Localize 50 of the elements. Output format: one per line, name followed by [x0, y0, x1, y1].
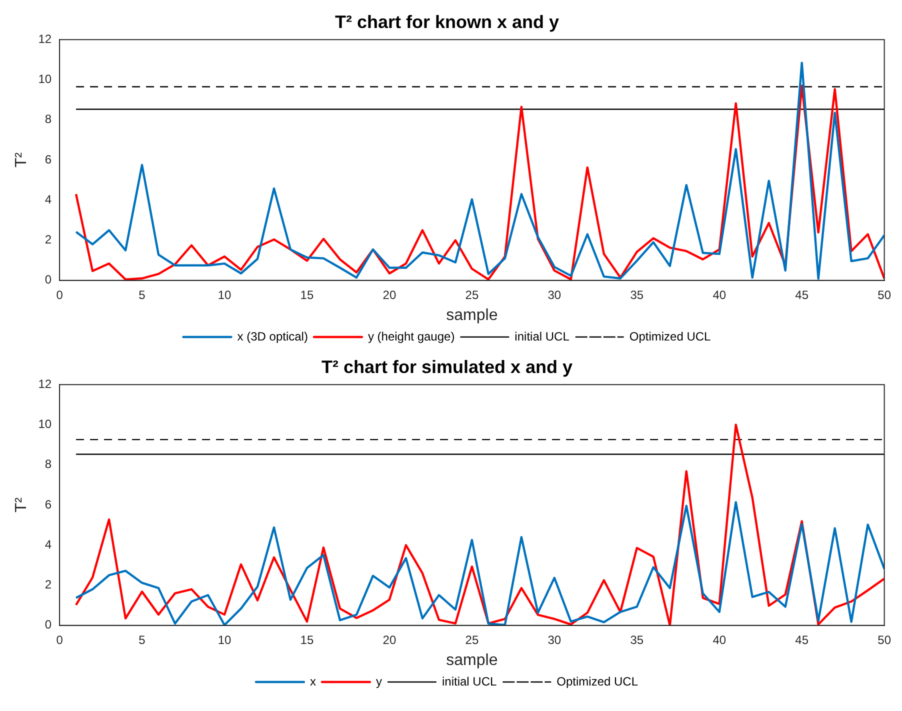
legend-label: y (height gauge) [368, 329, 455, 344]
x-axis-title: sample [446, 306, 498, 324]
y-tick-label: 6 [44, 152, 52, 166]
x-tick-label: 50 [878, 288, 892, 302]
x-tick-label: 20 [382, 632, 396, 647]
x-tick-label: 35 [630, 632, 644, 647]
legend-label: x (3D optical) [237, 329, 308, 344]
x-tick-label: 40 [712, 288, 726, 302]
y-axis-title: T² [13, 496, 30, 513]
legend-label: Optimized UCL [629, 329, 712, 344]
legend-label: y [376, 674, 382, 688]
y-tick-label: 2 [44, 232, 52, 247]
y-tick-label: 10 [38, 72, 52, 86]
x-tick-label: 0 [56, 632, 64, 647]
x-tick-label: 25 [465, 632, 479, 647]
y-tick-label: 4 [44, 537, 52, 552]
y-tick-label: 12 [38, 32, 52, 46]
y-axis-title: T² [13, 152, 30, 168]
x-tick-label: 45 [795, 288, 809, 302]
x-tick-label: 50 [878, 632, 892, 647]
x-tick-label: 45 [795, 632, 809, 647]
y-tick-label: 2 [44, 578, 52, 592]
y-tick-label: 12 [38, 376, 52, 391]
x-tick-label: 5 [138, 632, 146, 647]
x-tick-label: 20 [382, 288, 396, 302]
x-tick-label: 30 [548, 288, 562, 302]
y-tick-label: 4 [44, 192, 52, 206]
x-tick-label: 15 [300, 288, 314, 302]
y-tick-label: 0 [44, 272, 52, 287]
x-tick-label: 30 [548, 632, 562, 647]
x-tick-label: 5 [138, 288, 146, 302]
chart-title: T² chart for simulated x and y [321, 356, 573, 377]
legend-label: x [310, 674, 316, 688]
y-tick-label: 8 [44, 457, 52, 472]
x-tick-label: 0 [56, 288, 64, 302]
x-axis-title: sample [446, 652, 498, 669]
legend-label: Optimized UCL [556, 674, 638, 688]
x-tick-label: 35 [630, 288, 644, 302]
y-tick-label: 6 [44, 497, 52, 512]
x-tick-label: 40 [712, 632, 726, 647]
y-tick-label: 8 [44, 112, 52, 126]
x-tick-label: 25 [465, 288, 479, 302]
y-tick-label: 0 [44, 618, 52, 632]
legend-label: initial UCL [514, 329, 570, 344]
x-tick-label: 15 [300, 632, 314, 647]
legend-label: initial UCL [442, 674, 497, 688]
y-tick-label: 10 [38, 417, 52, 432]
x-tick-label: 10 [218, 632, 232, 647]
chart-title: T² chart for known x and y [334, 12, 560, 32]
x-tick-label: 10 [218, 288, 232, 302]
